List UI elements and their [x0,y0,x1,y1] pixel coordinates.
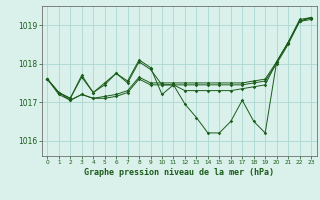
X-axis label: Graphe pression niveau de la mer (hPa): Graphe pression niveau de la mer (hPa) [84,168,274,177]
